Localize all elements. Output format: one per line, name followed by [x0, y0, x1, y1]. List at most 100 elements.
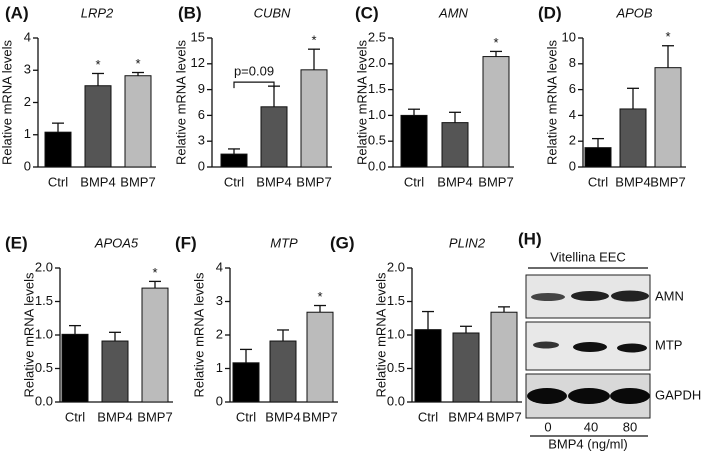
bar	[44, 131, 72, 168]
row-label: AMN	[655, 288, 684, 303]
y-tick-label: 0.5	[387, 360, 405, 375]
bar	[220, 153, 248, 168]
bracket	[233, 81, 275, 89]
x-tick-label: BMP7	[137, 409, 172, 424]
band	[571, 291, 609, 301]
y-tick-label: 1.5	[387, 293, 405, 308]
bar	[306, 311, 334, 403]
y-tick-label: 2.0	[368, 55, 386, 70]
y-tick-label: 1	[216, 360, 223, 375]
x-tick-label: BMP7	[486, 409, 521, 424]
y-tick-label: 10	[562, 29, 576, 44]
chart-title: APOA5	[94, 235, 139, 250]
annotation: p=0.09	[234, 64, 274, 79]
x-tick-label: Ctrl	[418, 409, 438, 424]
x-tick-label: BMP4	[615, 174, 650, 189]
y-axis-label: Relative mRNA levels	[191, 272, 206, 397]
band	[568, 388, 610, 404]
x-tick-label: BMP4	[256, 174, 291, 189]
y-tick-label: 9	[198, 81, 205, 96]
x-tick-label: Ctrl	[588, 174, 608, 189]
y-axis-label: Relative mRNA levels	[0, 40, 14, 165]
lane-label: 0	[544, 419, 551, 434]
lane-label: 80	[623, 419, 637, 434]
y-tick-label: 2	[216, 326, 223, 341]
bar	[654, 67, 682, 168]
x-tick-label: BMP7	[650, 174, 685, 189]
significance-marker: *	[493, 35, 498, 50]
chart-title: PLIN2	[449, 235, 486, 250]
significance-marker: *	[152, 265, 157, 280]
bar	[482, 56, 510, 168]
bar	[260, 106, 288, 168]
x-tick-label: BMP4	[265, 409, 300, 424]
x-tick-label: BMP4	[448, 409, 483, 424]
x-tick-label: BMP4	[437, 174, 472, 189]
y-tick-label: 4	[216, 259, 223, 274]
y-tick-label: 1.5	[368, 81, 386, 96]
x-tick-label: Ctrl	[404, 174, 424, 189]
bar	[300, 69, 328, 168]
western-blot: (H) Vitellina EEC AMN MTP GAPDH 0 40 80 …	[518, 229, 701, 451]
x-tick-label: Ctrl	[65, 409, 85, 424]
chart-title: APOB	[615, 5, 652, 20]
significance-marker: *	[311, 33, 316, 48]
bar	[414, 329, 442, 403]
chart-title: LRP2	[81, 5, 114, 20]
bar	[441, 122, 469, 168]
bar	[584, 147, 612, 168]
lane-label: 40	[584, 419, 598, 434]
y-tick-label: 0	[216, 393, 223, 408]
x-tick-label: Ctrl	[236, 409, 256, 424]
bar	[490, 311, 518, 403]
y-tick-label: 2.0	[387, 259, 405, 274]
y-axis-label: Relative mRNA levels	[373, 272, 388, 397]
y-tick-label: 0.0	[368, 158, 386, 173]
x-tick-label: BMP7	[302, 409, 337, 424]
x-tick-label: BMP4	[80, 174, 115, 189]
y-axis-label: Relative mRNA levels	[544, 40, 559, 165]
bar	[400, 114, 428, 168]
bar-chart: (B) CUBN Relative mRNA levels 0 3 6 9 12 15 Ctrl B…	[173, 3, 332, 189]
y-tick-label: 2.5	[368, 29, 386, 44]
blot-title: Vitellina EEC	[550, 249, 626, 264]
x-tick-label: BMP4	[97, 409, 132, 424]
band	[573, 342, 607, 352]
bar	[84, 85, 112, 168]
y-axis-label: Relative mRNA levels	[21, 272, 36, 397]
y-tick-label: 12	[191, 55, 205, 70]
x-tick-label: BMP7	[296, 174, 331, 189]
row-label: GAPDH	[655, 387, 701, 402]
chart-title: AMN	[438, 5, 469, 20]
y-tick-label: 0.5	[368, 133, 386, 148]
bar	[101, 340, 129, 403]
panel-label: (A)	[5, 3, 29, 22]
y-tick-label: 0.0	[387, 393, 405, 408]
y-tick-label: 0	[569, 158, 576, 173]
band	[610, 388, 650, 404]
significance-marker: *	[317, 289, 322, 304]
panel-label: (B)	[178, 3, 202, 22]
y-tick-label: 3	[216, 293, 223, 308]
y-tick-label: 1.0	[368, 107, 386, 122]
y-tick-label: 1.0	[387, 326, 405, 341]
row-label: MTP	[655, 337, 682, 352]
y-axis-label: Relative mRNA levels	[354, 40, 369, 165]
panel-label: (E)	[5, 233, 28, 252]
y-tick-label: 4	[569, 107, 576, 122]
x-tick-label: BMP7	[120, 174, 155, 189]
chart-title: MTP	[270, 235, 298, 250]
panel-label: (D)	[538, 3, 562, 22]
y-tick-label: 2	[569, 133, 576, 148]
chart-title: CUBN	[254, 5, 291, 20]
bar-chart: (D) APOB Relative mRNA levels 0 2 4 6 8 10 Ctrl BM…	[538, 3, 686, 189]
panel-label: (H)	[518, 229, 542, 248]
y-tick-label: 6	[569, 81, 576, 96]
bar	[269, 340, 297, 403]
bar	[619, 108, 647, 168]
y-tick-label: 1	[24, 126, 31, 141]
